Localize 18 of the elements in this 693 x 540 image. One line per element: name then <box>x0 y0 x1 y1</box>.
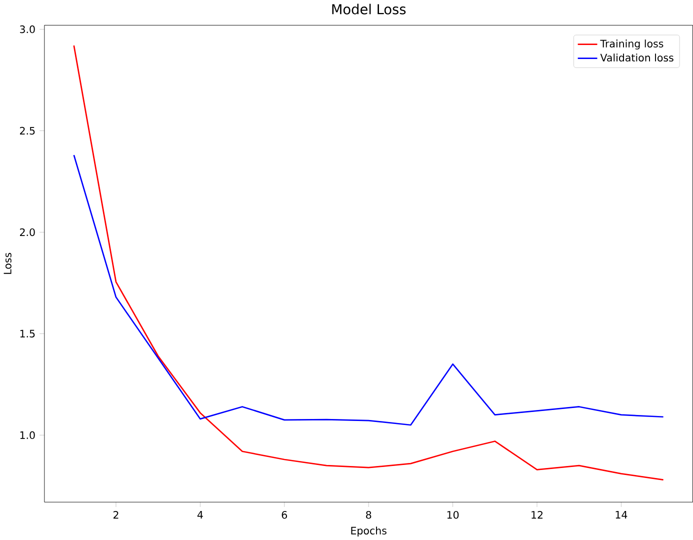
y-tick-label: 1.0 <box>20 431 35 439</box>
y-tick-label: 3.0 <box>20 25 35 34</box>
x-tick-label: 12 <box>532 510 543 518</box>
x-tick-label: 8 <box>366 510 372 519</box>
y-tick-label: 2.0 <box>20 228 35 236</box>
legend-label: Training loss <box>600 39 664 50</box>
x-tick-label: 4 <box>197 510 203 518</box>
y-tick-label: 2.5 <box>20 126 35 134</box>
x-tick-label: 6 <box>282 510 288 519</box>
y-axis-title: Loss <box>4 252 12 274</box>
y-tick-label: 1.5 <box>20 330 35 338</box>
x-axis-title: Epochs <box>351 526 386 536</box>
legend-label: Validation loss <box>600 53 674 62</box>
x-tick-label: 14 <box>616 510 628 518</box>
x-tick-label: 2 <box>113 510 118 518</box>
x-tick-label: 10 <box>447 510 459 519</box>
chart-title: Model Loss <box>332 4 406 14</box>
line-series <box>73 154 664 426</box>
